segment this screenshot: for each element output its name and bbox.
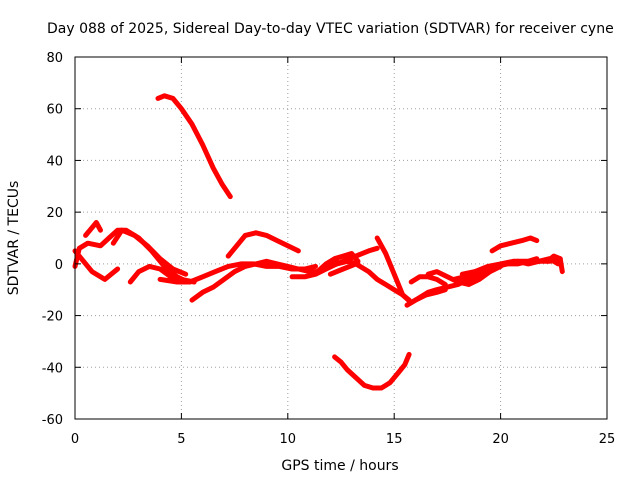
x-tick-label: 10 (280, 432, 297, 447)
series-line-arc-5 (127, 263, 197, 285)
y-tick-label: 80 (46, 51, 63, 66)
x-tick-label: 5 (177, 432, 185, 447)
x-axis-title: GPS time / hours (281, 458, 398, 474)
y-tick-label: 60 (46, 103, 63, 118)
series-line-arc-14 (327, 245, 380, 269)
data-series (72, 93, 565, 391)
series-line-arc-21 (483, 256, 540, 272)
y-tick-label: -40 (42, 361, 63, 376)
series-line-arc-8 (157, 261, 318, 285)
series-line-arc-2 (72, 248, 121, 282)
x-tick-label: 0 (71, 432, 79, 447)
y-tick-label: 40 (46, 154, 63, 169)
plot-frame (74, 56, 608, 420)
axis-ticks: 0 5 10 15 20 25 -60 -40 -20 0 20 40 60 80 (42, 51, 616, 447)
y-axis-title: SDTVAR / TECUs (6, 181, 22, 296)
x-tick-label: 20 (492, 432, 509, 447)
series-line-arc-16 (404, 287, 448, 308)
series-line-arc-13 (332, 351, 412, 391)
y-tick-label: 0 (55, 258, 63, 273)
x-tick-label: 15 (386, 432, 403, 447)
y-tick-label: -20 (42, 310, 63, 325)
x-tick-label: 25 (599, 432, 616, 447)
series-line-arc-9 (225, 230, 301, 259)
series-line-arc-6 (155, 93, 233, 200)
series-line-arc-23 (544, 253, 565, 275)
y-tick-label: 20 (46, 206, 63, 221)
series-line-arc-3 (83, 220, 103, 238)
series-line-arc-17 (408, 274, 448, 287)
y-tick-label: -60 (42, 413, 63, 428)
series-line-arc-4 (110, 227, 189, 277)
chart-title: Day 088 of 2025, Sidereal Day-to-day VTE… (47, 21, 614, 37)
series-line-arc-18 (425, 269, 493, 287)
series-line-arc-22 (489, 235, 540, 254)
